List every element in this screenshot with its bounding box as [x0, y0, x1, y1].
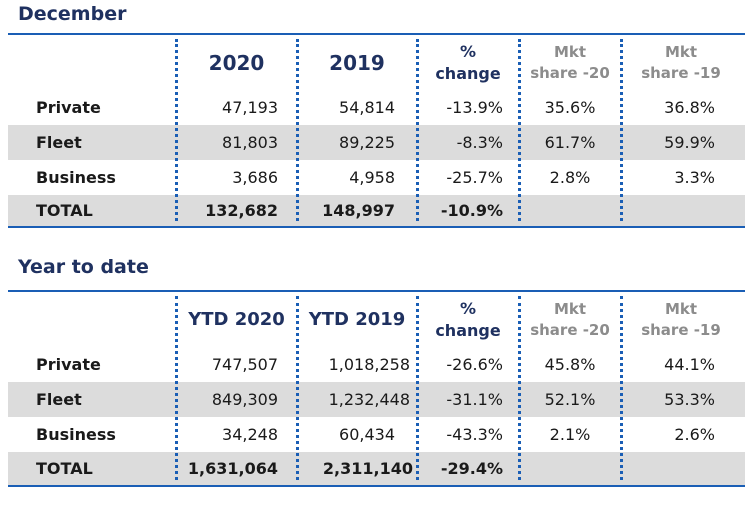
column-divider	[620, 39, 623, 221]
table-row: Private 747,507 1,018,258 -26.6% 45.8% 4…	[8, 347, 745, 382]
cell-share20: 35.6%	[544, 98, 596, 117]
table-row: Private 47,193 54,814 -13.9% 35.6% 36.8%	[8, 90, 745, 125]
cell-share20: 2.1%	[549, 425, 591, 444]
col-ytd2020-header: YTD 2020	[178, 292, 295, 347]
col-change-header: % change	[418, 292, 518, 347]
total-2019: 148,997	[322, 201, 395, 220]
row-label: Business	[36, 168, 116, 187]
col-mkt20-label-1: Mkt	[553, 299, 587, 318]
column-divider	[416, 39, 419, 221]
table-top-rule	[8, 290, 745, 292]
cell-ytd2020: 747,507	[211, 355, 278, 374]
cell-change: -8.3%	[456, 133, 503, 152]
col-ytd2019-label: YTD 2019	[308, 309, 406, 330]
col-2019-header: 2019	[298, 35, 416, 90]
column-divider	[518, 39, 521, 221]
row-label: Business	[36, 425, 116, 444]
cell-change: -25.7%	[446, 168, 503, 187]
table-row: Fleet 849,309 1,232,448 -31.1% 52.1% 53.…	[8, 382, 745, 417]
cell-share19: 36.8%	[664, 98, 715, 117]
total-change: -10.9%	[440, 201, 503, 220]
column-divider	[296, 296, 299, 480]
cell-share20: 45.8%	[544, 355, 596, 374]
header-row: 2020 2019 % change Mkt share -20 Mkt sha…	[8, 35, 745, 90]
cell-2019: 89,225	[339, 133, 395, 152]
table-bottom-rule	[8, 226, 745, 228]
cell-change: -26.6%	[446, 355, 503, 374]
cell-change: -13.9%	[446, 98, 503, 117]
header-row: YTD 2020 YTD 2019 % change Mkt share -20…	[8, 292, 745, 347]
col-change-label-2: change	[435, 320, 501, 340]
col-mkt20-label-2: share -20	[530, 320, 610, 339]
col-mkt19-header: Mkt share -19	[622, 292, 740, 347]
ytd-title: Year to date	[18, 256, 149, 278]
table-top-rule	[8, 33, 745, 35]
col-mkt20-label-1: Mkt	[553, 42, 587, 61]
col-2019-label: 2019	[329, 50, 385, 75]
col-change-label-1: %	[459, 41, 477, 61]
cell-ytd2020: 849,309	[211, 390, 278, 409]
column-divider	[416, 296, 419, 480]
table-row: Business 3,686 4,958 -25.7% 2.8% 3.3%	[8, 160, 745, 195]
total-2020: 132,682	[205, 201, 278, 220]
cell-2020: 3,686	[232, 168, 278, 187]
col-ytd2019-header: YTD 2019	[298, 292, 416, 347]
col-ytd2020-label: YTD 2020	[188, 309, 285, 330]
total-change: -29.4%	[440, 459, 503, 478]
cell-ytd2020: 34,248	[222, 425, 278, 444]
cell-ytd2019: 60,434	[339, 425, 395, 444]
col-change-label-1: %	[459, 298, 477, 318]
col-mkt19-label-2: share -19	[641, 320, 721, 339]
row-label: Private	[36, 355, 101, 374]
table-row: Business 34,248 60,434 -43.3% 2.1% 2.6%	[8, 417, 745, 452]
cell-2019: 54,814	[339, 98, 395, 117]
total-label: TOTAL	[36, 459, 93, 478]
table-bottom-rule	[8, 485, 745, 487]
cell-share20: 61.7%	[544, 133, 596, 152]
row-label: Fleet	[36, 133, 82, 152]
ytd-table: YTD 2020 YTD 2019 % change Mkt share -20…	[8, 290, 745, 487]
cell-share19: 3.3%	[674, 168, 715, 187]
cell-ytd2019: 1,232,448	[328, 390, 410, 409]
col-change-header: % change	[418, 35, 518, 90]
cell-share20: 2.8%	[549, 168, 591, 187]
col-change-label-2: change	[435, 63, 501, 83]
cell-change: -31.1%	[446, 390, 503, 409]
row-label: Fleet	[36, 390, 82, 409]
cell-2020: 47,193	[222, 98, 278, 117]
column-divider	[620, 296, 623, 480]
total-row: TOTAL 1,631,064 2,311,140 -29.4%	[8, 452, 745, 485]
cell-2019: 4,958	[349, 168, 395, 187]
total-ytd2020: 1,631,064	[187, 459, 278, 478]
table-row: Fleet 81,803 89,225 -8.3% 61.7% 59.9%	[8, 125, 745, 160]
column-divider	[175, 296, 178, 480]
cell-share20: 52.1%	[544, 390, 596, 409]
col-mkt19-label-1: Mkt	[664, 42, 698, 61]
col-mkt20-header: Mkt share -20	[520, 35, 620, 90]
col-2020-header: 2020	[178, 35, 295, 90]
cell-share19: 2.6%	[674, 425, 715, 444]
cell-change: -43.3%	[446, 425, 503, 444]
cell-share19: 53.3%	[664, 390, 715, 409]
december-title: December	[18, 3, 127, 25]
col-2020-label: 2020	[208, 50, 265, 75]
column-divider	[296, 39, 299, 221]
row-label: Private	[36, 98, 101, 117]
col-mkt19-label-2: share -19	[641, 63, 721, 82]
total-row: TOTAL 132,682 148,997 -10.9%	[8, 195, 745, 226]
column-divider	[518, 296, 521, 480]
cell-2020: 81,803	[222, 133, 278, 152]
col-mkt20-header: Mkt share -20	[520, 292, 620, 347]
col-mkt20-label-2: share -20	[530, 63, 610, 82]
december-table: 2020 2019 % change Mkt share -20 Mkt sha…	[8, 33, 745, 228]
cell-share19: 44.1%	[664, 355, 715, 374]
cell-share19: 59.9%	[664, 133, 715, 152]
total-label: TOTAL	[36, 201, 93, 220]
column-divider	[175, 39, 178, 221]
col-mkt19-header: Mkt share -19	[622, 35, 740, 90]
cell-ytd2019: 1,018,258	[328, 355, 410, 374]
col-mkt19-label-1: Mkt	[664, 299, 698, 318]
total-ytd2019: 2,311,140	[322, 459, 413, 478]
